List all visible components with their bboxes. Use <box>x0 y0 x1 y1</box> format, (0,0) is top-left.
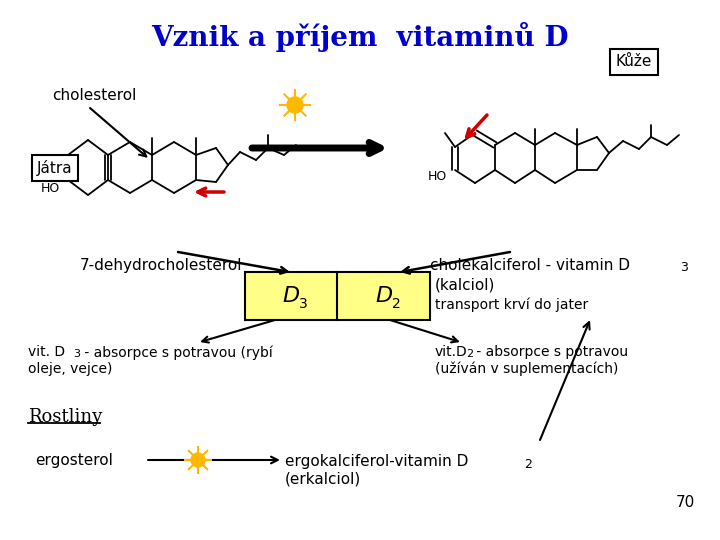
Text: (užíván v suplementacích): (užíván v suplementacích) <box>435 362 618 376</box>
Text: Rostliny: Rostliny <box>28 408 102 426</box>
Text: (kalciol): (kalciol) <box>435 278 495 293</box>
Text: D: D <box>375 286 392 306</box>
Text: - absorpce s potravou (rybí: - absorpce s potravou (rybí <box>80 345 273 360</box>
Text: oleje, vejce): oleje, vejce) <box>28 362 112 376</box>
Text: HO: HO <box>428 171 447 184</box>
Text: cholekalciferol - vitamin D: cholekalciferol - vitamin D <box>430 258 630 273</box>
Text: ergokalciferol-vitamin D: ergokalciferol-vitamin D <box>285 454 469 469</box>
Text: Játra: Játra <box>37 160 73 176</box>
Text: 70: 70 <box>676 495 695 510</box>
Text: HO: HO <box>41 181 60 194</box>
Text: D: D <box>283 286 300 306</box>
Text: 3: 3 <box>73 349 80 359</box>
Text: transport krví do jater: transport krví do jater <box>435 298 588 312</box>
Circle shape <box>191 453 205 467</box>
Circle shape <box>287 97 303 113</box>
Text: 7-dehydrocholesterol: 7-dehydrocholesterol <box>80 258 243 273</box>
Text: vit. D: vit. D <box>28 345 65 359</box>
Text: 2: 2 <box>392 297 400 311</box>
Text: (erkalciol): (erkalciol) <box>285 472 361 487</box>
Bar <box>245 272 430 320</box>
Text: 2: 2 <box>466 349 473 359</box>
Text: vit.D: vit.D <box>435 345 468 359</box>
Text: - absorpce s potravou: - absorpce s potravou <box>472 345 628 359</box>
Text: ergosterol: ergosterol <box>35 453 113 468</box>
Text: Vznik a příjem  vitaminů D: Vznik a příjem vitaminů D <box>151 22 569 52</box>
Text: 3: 3 <box>300 297 308 311</box>
Text: Kůže: Kůže <box>616 55 652 70</box>
Text: cholesterol: cholesterol <box>52 87 136 103</box>
Text: 2: 2 <box>524 458 532 471</box>
Text: 3: 3 <box>680 261 688 274</box>
